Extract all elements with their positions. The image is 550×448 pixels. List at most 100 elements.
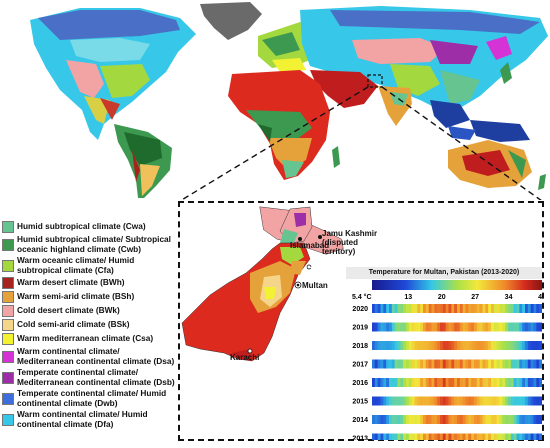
heatmap-cell <box>434 396 438 406</box>
heatmap-cell <box>457 341 461 350</box>
heatmap-cell <box>437 359 441 369</box>
heatmap-cell <box>536 304 540 313</box>
heatmap-cell <box>516 433 520 440</box>
heatmap-cell <box>539 359 542 369</box>
heatmap-cell <box>374 322 379 332</box>
heatmap-cell <box>485 341 489 350</box>
heatmap-cell <box>479 415 483 424</box>
heatmap-cell <box>440 433 444 440</box>
heatmap-cell <box>457 304 461 313</box>
heatmap-cell <box>445 341 449 350</box>
heatmap-cell <box>386 322 390 332</box>
heatmap-cell <box>451 433 455 440</box>
heatmap-cell <box>488 378 492 387</box>
legend-label: Warm semi-arid climate (BSh) <box>17 291 135 302</box>
heatmap-cell <box>457 396 461 406</box>
city-label-lahore: Lahore <box>305 264 332 273</box>
heatmap-cell <box>428 304 432 313</box>
heatmap-cell <box>530 433 534 440</box>
heatmap-cell <box>530 304 534 313</box>
heatmap-cell <box>380 378 384 387</box>
heatmap-cell <box>468 396 472 406</box>
legend-swatch <box>2 413 14 426</box>
legend-label: Warm continental climate/ Humid continen… <box>17 409 148 429</box>
heatmap-cell <box>374 378 379 387</box>
heatmap-cell <box>434 341 438 350</box>
heatmap-cell <box>499 415 503 424</box>
heatmap-cell <box>420 304 424 313</box>
heatmap-cell <box>394 415 398 424</box>
heatmap-cell <box>530 396 534 406</box>
heatmap-cell <box>530 378 534 387</box>
heatmap-cell <box>525 415 529 424</box>
heatmap-cell <box>442 304 447 313</box>
heatmap-cell <box>380 304 384 313</box>
heatmap-cell <box>527 396 532 406</box>
heatmap-cell <box>425 304 430 313</box>
heatmap-cell <box>519 433 523 440</box>
year-label: 2015 <box>352 399 368 406</box>
heatmap-cell <box>440 415 444 424</box>
legend-label: Humid subtropical climate/ Subtropical o… <box>17 234 171 254</box>
heatmap-cell <box>508 359 512 369</box>
heatmap-cell <box>505 359 509 369</box>
heatmap-cell <box>423 322 427 332</box>
inset-frame <box>178 201 544 441</box>
heatmap-cell <box>423 433 427 440</box>
heatmap-cell <box>423 415 427 424</box>
heatmap-cell <box>425 341 430 350</box>
heatmap-cell <box>442 415 447 424</box>
legend-item: Warm semi-arid climate (BSh) <box>2 291 178 303</box>
heatmap-cell <box>527 341 532 350</box>
heatmap-cell <box>457 433 461 440</box>
heatmap-cell <box>513 433 517 440</box>
heatmap-cell <box>493 341 498 350</box>
heatmap-cell <box>479 378 483 387</box>
heatmap-cell <box>434 304 438 313</box>
heatmap-cell <box>414 359 418 369</box>
heatmap-cell <box>479 396 483 406</box>
heatmap-cell <box>499 341 503 350</box>
heatmap-cell <box>485 433 489 440</box>
heatmap-cell <box>496 304 500 313</box>
heatmap-cell <box>423 396 427 406</box>
legend-item: Warm desert climate (BWh) <box>2 277 178 289</box>
heatmap-cell <box>406 322 410 332</box>
heatmap-cell <box>411 415 415 424</box>
heatmap-cell <box>394 359 398 369</box>
legend-label: Warm oceanic climate/ Humid subtropical … <box>17 255 135 275</box>
heatmap-cell <box>423 378 427 387</box>
heatmap-cell <box>474 341 478 350</box>
heatmap-cell <box>539 415 542 424</box>
heatmap-cell <box>420 433 424 440</box>
heatmap-cell <box>468 415 472 424</box>
heatmap-cell <box>457 415 461 424</box>
heatmap-cell <box>476 433 481 440</box>
legend-label: Temperate continental climate/ Mediterra… <box>17 367 175 387</box>
heatmap-cell <box>533 304 537 313</box>
heatmap-cell <box>400 341 404 350</box>
heatmap-cell <box>482 433 486 440</box>
heatmap-cell <box>493 378 498 387</box>
heatmap-cell <box>533 415 537 424</box>
heatmap-cell <box>383 415 387 424</box>
heatmap-cell <box>442 378 447 387</box>
heatmap-cell <box>513 396 517 406</box>
heatmap-cell <box>397 396 401 406</box>
heatmap-cell <box>459 304 464 313</box>
year-label: 2020 <box>352 306 368 313</box>
heatmap-cell <box>471 322 475 332</box>
heatmap-cell <box>431 304 435 313</box>
heatmap-cell <box>431 415 435 424</box>
heatmap-cell <box>431 322 435 332</box>
heatmap-cell <box>391 304 396 313</box>
heatmap-cell <box>406 304 410 313</box>
heatmap-cell <box>508 433 512 440</box>
legend-label: Cold desert climate (BWk) <box>17 305 120 316</box>
heatmap-cell <box>417 433 421 440</box>
heatmap-cell <box>516 396 520 406</box>
legend-swatch <box>2 319 14 331</box>
heatmap-cell <box>437 433 441 440</box>
heatmap-cell <box>471 378 475 387</box>
heatmap-cell <box>519 304 523 313</box>
